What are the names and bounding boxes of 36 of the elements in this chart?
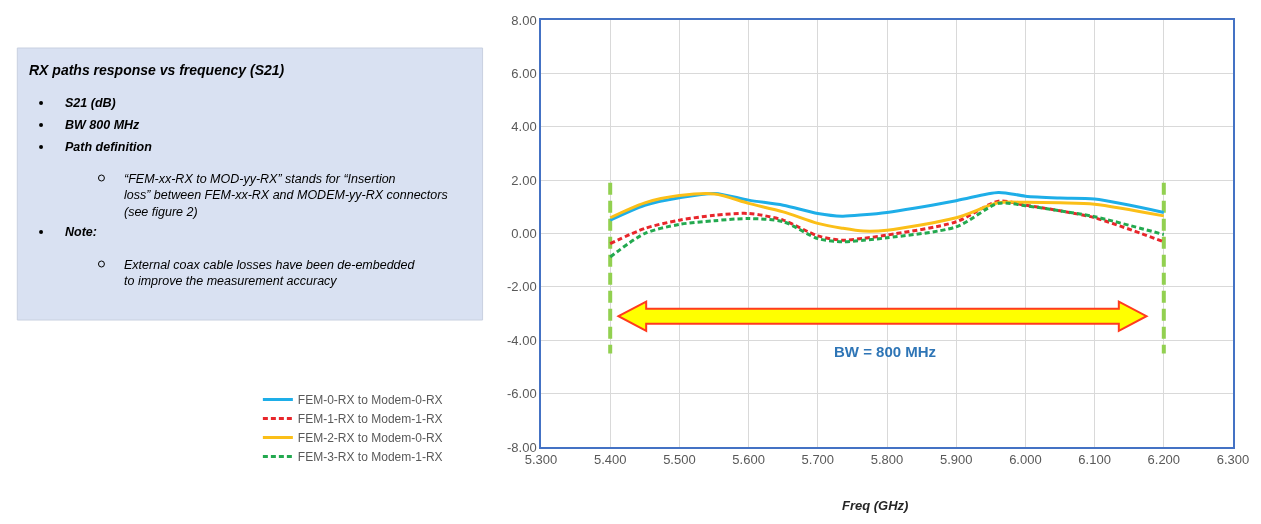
y-tick-label: -4.00 (507, 332, 537, 348)
x-tick-label: 6.000 (1009, 452, 1042, 468)
legend-label: FEM-3-RX to Modem-1-RX (297, 450, 443, 465)
y-tick-label: 8.00 (511, 12, 537, 28)
text: BW 800 MHz (65, 118, 141, 132)
y-tick-label: -6.00 (507, 386, 537, 402)
x-tick-label: 5.800 (870, 452, 904, 468)
text: RX paths response vs frequency (S21) (29, 62, 285, 78)
text: Note: (65, 225, 97, 239)
line-series (608, 201, 1166, 259)
x-tick-label: 6.300 (1216, 452, 1250, 468)
text: “FEM-xx-RX to MOD-yy-RX” stands for “Insertion loss” between FEM-xx-RX and MODEM-yy-RX connectors (see figure 2) (124, 172, 448, 219)
x-tick-label: 5.400 (593, 452, 627, 468)
annotation: BW = 800 MHz (834, 343, 937, 360)
x-tick-label: 5.600 (732, 452, 765, 468)
y-tick-label: 0.00 (511, 226, 537, 242)
line-series (608, 192, 1166, 233)
y-tick-label: -2.00 (507, 279, 537, 295)
x-tick-label: 5.300 (524, 452, 558, 468)
x-axis-title: Freq (GHz) (842, 498, 909, 513)
legend-label: FEM-1-RX to Modem-1-RX (297, 412, 443, 427)
x-tick-label: 6.100 (1078, 452, 1111, 468)
y-tick-label: 2.00 (511, 172, 537, 188)
x-tick-label: 5.500 (663, 452, 696, 468)
text: Path definition (65, 140, 153, 154)
x-tick-label: 5.900 (939, 452, 973, 468)
y-tick-label: 4.00 (511, 119, 537, 135)
y-tick-label: 6.00 (511, 65, 537, 81)
line-series (608, 190, 1166, 222)
text: S21 (dB) (65, 96, 116, 110)
y-tick-label: -8.00 (507, 439, 537, 455)
text: External coax cable losses have been de-embedded to improve the measurement accuracy (124, 258, 416, 289)
x-tick-label: 5.700 (801, 452, 835, 468)
legend-label: FEM-2-RX to Modem-0-RX (297, 431, 443, 446)
legend-label: FEM-0-RX to Modem-0-RX (297, 393, 443, 408)
x-tick-label: 6.200 (1147, 452, 1181, 468)
